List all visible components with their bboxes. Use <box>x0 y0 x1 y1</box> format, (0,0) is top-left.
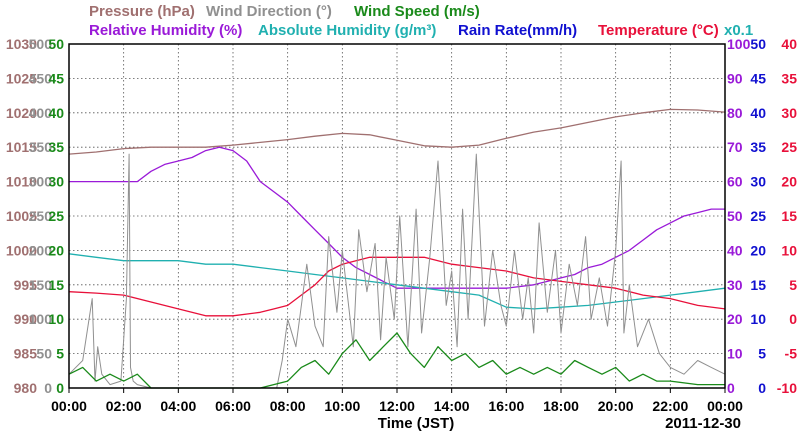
x-tick-label: 08:00 <box>270 398 306 414</box>
y-tick-label-humidity: 80 <box>727 105 743 121</box>
y-tick-label-wind_direction: 100 <box>29 311 53 327</box>
y-tick-label-wind_speed: 10 <box>48 311 64 327</box>
y-tick-label-pressure: 985 <box>14 346 38 362</box>
y-tick-label-wind_speed: 30 <box>48 174 64 190</box>
y-tick-label-rain_rate: 30 <box>750 174 766 190</box>
y-tick-label-wind_direction: 450 <box>29 70 53 86</box>
y-tick-label-temperature: -5 <box>785 346 798 362</box>
y-tick-label-humidity: 0 <box>727 380 735 396</box>
x-tick-label: 00:00 <box>707 398 743 414</box>
y-tick-label-rain_rate: 10 <box>750 311 766 327</box>
x-tick-label: 20:00 <box>598 398 634 414</box>
y-tick-label-pressure: 1005 <box>6 208 37 224</box>
series-line-humidity-2 <box>68 253 726 310</box>
series-line-humidity-1 <box>69 146 725 289</box>
y-tick-label-wind_direction: 350 <box>29 139 53 155</box>
legend-rain-rate: Rain Rate(mm/h) <box>458 22 577 39</box>
y-tick-label-temperature: 0 <box>789 311 797 327</box>
y-tick-label-humidity: 60 <box>727 174 743 190</box>
y-tick-label-wind_speed: 35 <box>48 139 64 155</box>
x-tick-label: 02:00 <box>106 398 142 414</box>
series-line-wind_direction-4 <box>68 153 726 389</box>
y-tick-label-humidity: 30 <box>727 277 743 293</box>
legend-pressure: Pressure (hPa) <box>89 3 195 20</box>
y-tick-label-rain_rate: 20 <box>750 242 766 258</box>
y-tick-label-wind_direction: 200 <box>29 242 53 258</box>
y-tick-label-temperature: 40 <box>781 36 797 52</box>
y-tick-label-wind_direction: 300 <box>29 174 53 190</box>
y-tick-label-rain_rate: 0 <box>758 380 766 396</box>
legend-wind-direction: Wind Direction (°) <box>206 3 332 20</box>
y-tick-label-wind_speed: 25 <box>48 208 64 224</box>
y-tick-label-temperature: 20 <box>781 174 797 190</box>
legend-wind-speed: Wind Speed (m/s) <box>354 3 480 20</box>
y-tick-label-rain_rate: 40 <box>750 105 766 121</box>
legend-relative-humidity: Relative Humidity (%) <box>89 22 242 39</box>
x-tick-label: 22:00 <box>652 398 688 414</box>
y-tick-label-rain_rate: 45 <box>750 70 766 86</box>
y-tick-label-wind_speed: 5 <box>56 346 64 362</box>
y-tick-label-rain_rate: 50 <box>750 36 766 52</box>
legend: Pressure (hPa) Wind Direction (°) Wind S… <box>89 3 753 39</box>
y-tick-label-temperature: 5 <box>789 277 797 293</box>
y-tick-label-temperature: 10 <box>781 242 797 258</box>
x-tick-label: 16:00 <box>488 398 524 414</box>
y-tick-label-pressure: 1015 <box>6 139 37 155</box>
x-tick-label: 12:00 <box>379 398 415 414</box>
y-tick-label-wind_speed: 0 <box>56 380 64 396</box>
y-tick-label-humidity: 10 <box>727 346 743 362</box>
y-tick-label-humidity: 70 <box>727 139 743 155</box>
y-tick-label-pressure: 1025 <box>6 70 37 86</box>
y-tick-label-humidity: 50 <box>727 208 743 224</box>
x-tick-label: 14:00 <box>434 398 470 414</box>
legend-temperature: Temperature (°C) <box>598 22 719 39</box>
y-tick-label-temperature: 35 <box>781 70 797 86</box>
axis-ticks: 00:00 02:00 04:00 06:00 08:00 10:00 12:00 14:00… <box>6 36 797 414</box>
y-tick-label-pressure: 1030 <box>6 36 37 52</box>
y-tick-label-wind_direction: 0 <box>44 380 52 396</box>
y-tick-label-wind_direction: 400 <box>29 105 53 121</box>
y-tick-label-pressure: 995 <box>14 277 38 293</box>
x-tick-label: 06:00 <box>215 398 251 414</box>
y-tick-label-pressure: 1000 <box>6 242 37 258</box>
y-tick-label-temperature: -10 <box>777 380 797 396</box>
y-tick-label-wind_direction: 50 <box>36 346 52 362</box>
y-tick-label-rain_rate: 25 <box>750 208 766 224</box>
grid <box>69 44 725 388</box>
multiplier-note: x0.1 <box>724 22 753 39</box>
y-tick-label-rain_rate: 35 <box>750 139 766 155</box>
x-axis-label: Time (JST) <box>378 415 454 432</box>
y-tick-label-temperature: 30 <box>781 105 797 121</box>
chart-date: 2011-12-30 <box>665 415 741 432</box>
series-line-pressure-0 <box>68 108 726 155</box>
series-line-temperature-3 <box>68 256 726 317</box>
x-tick-label: 18:00 <box>543 398 579 414</box>
y-tick-label-wind_direction: 500 <box>29 36 53 52</box>
y-tick-label-rain_rate: 15 <box>750 277 766 293</box>
y-tick-label-wind_speed: 15 <box>48 277 64 293</box>
y-tick-label-wind_speed: 20 <box>48 242 64 258</box>
y-tick-label-rain_rate: 5 <box>758 346 766 362</box>
x-tick-label: 04:00 <box>160 398 196 414</box>
y-tick-label-wind_direction: 150 <box>29 277 53 293</box>
y-tick-label-humidity: 40 <box>727 242 743 258</box>
x-tick-label: 10:00 <box>324 398 360 414</box>
y-tick-label-wind_direction: 250 <box>29 208 53 224</box>
y-tick-label-pressure: 1010 <box>6 174 37 190</box>
y-tick-label-temperature: 15 <box>781 208 797 224</box>
legend-absolute-humidity: Absolute Humidity (g/m³) <box>258 22 436 39</box>
y-tick-label-wind_speed: 45 <box>48 70 64 86</box>
x-tick-label: 00:00 <box>51 398 87 414</box>
y-tick-label-temperature: 25 <box>781 139 797 155</box>
y-tick-label-wind_speed: 40 <box>48 105 64 121</box>
y-tick-label-pressure: 1020 <box>6 105 37 121</box>
y-tick-label-wind_speed: 50 <box>48 36 64 52</box>
y-tick-label-humidity: 100 <box>727 36 751 52</box>
y-tick-label-humidity: 20 <box>727 311 743 327</box>
y-tick-label-pressure: 990 <box>14 311 38 327</box>
y-tick-label-pressure: 980 <box>14 380 38 396</box>
y-tick-label-humidity: 90 <box>727 70 743 86</box>
